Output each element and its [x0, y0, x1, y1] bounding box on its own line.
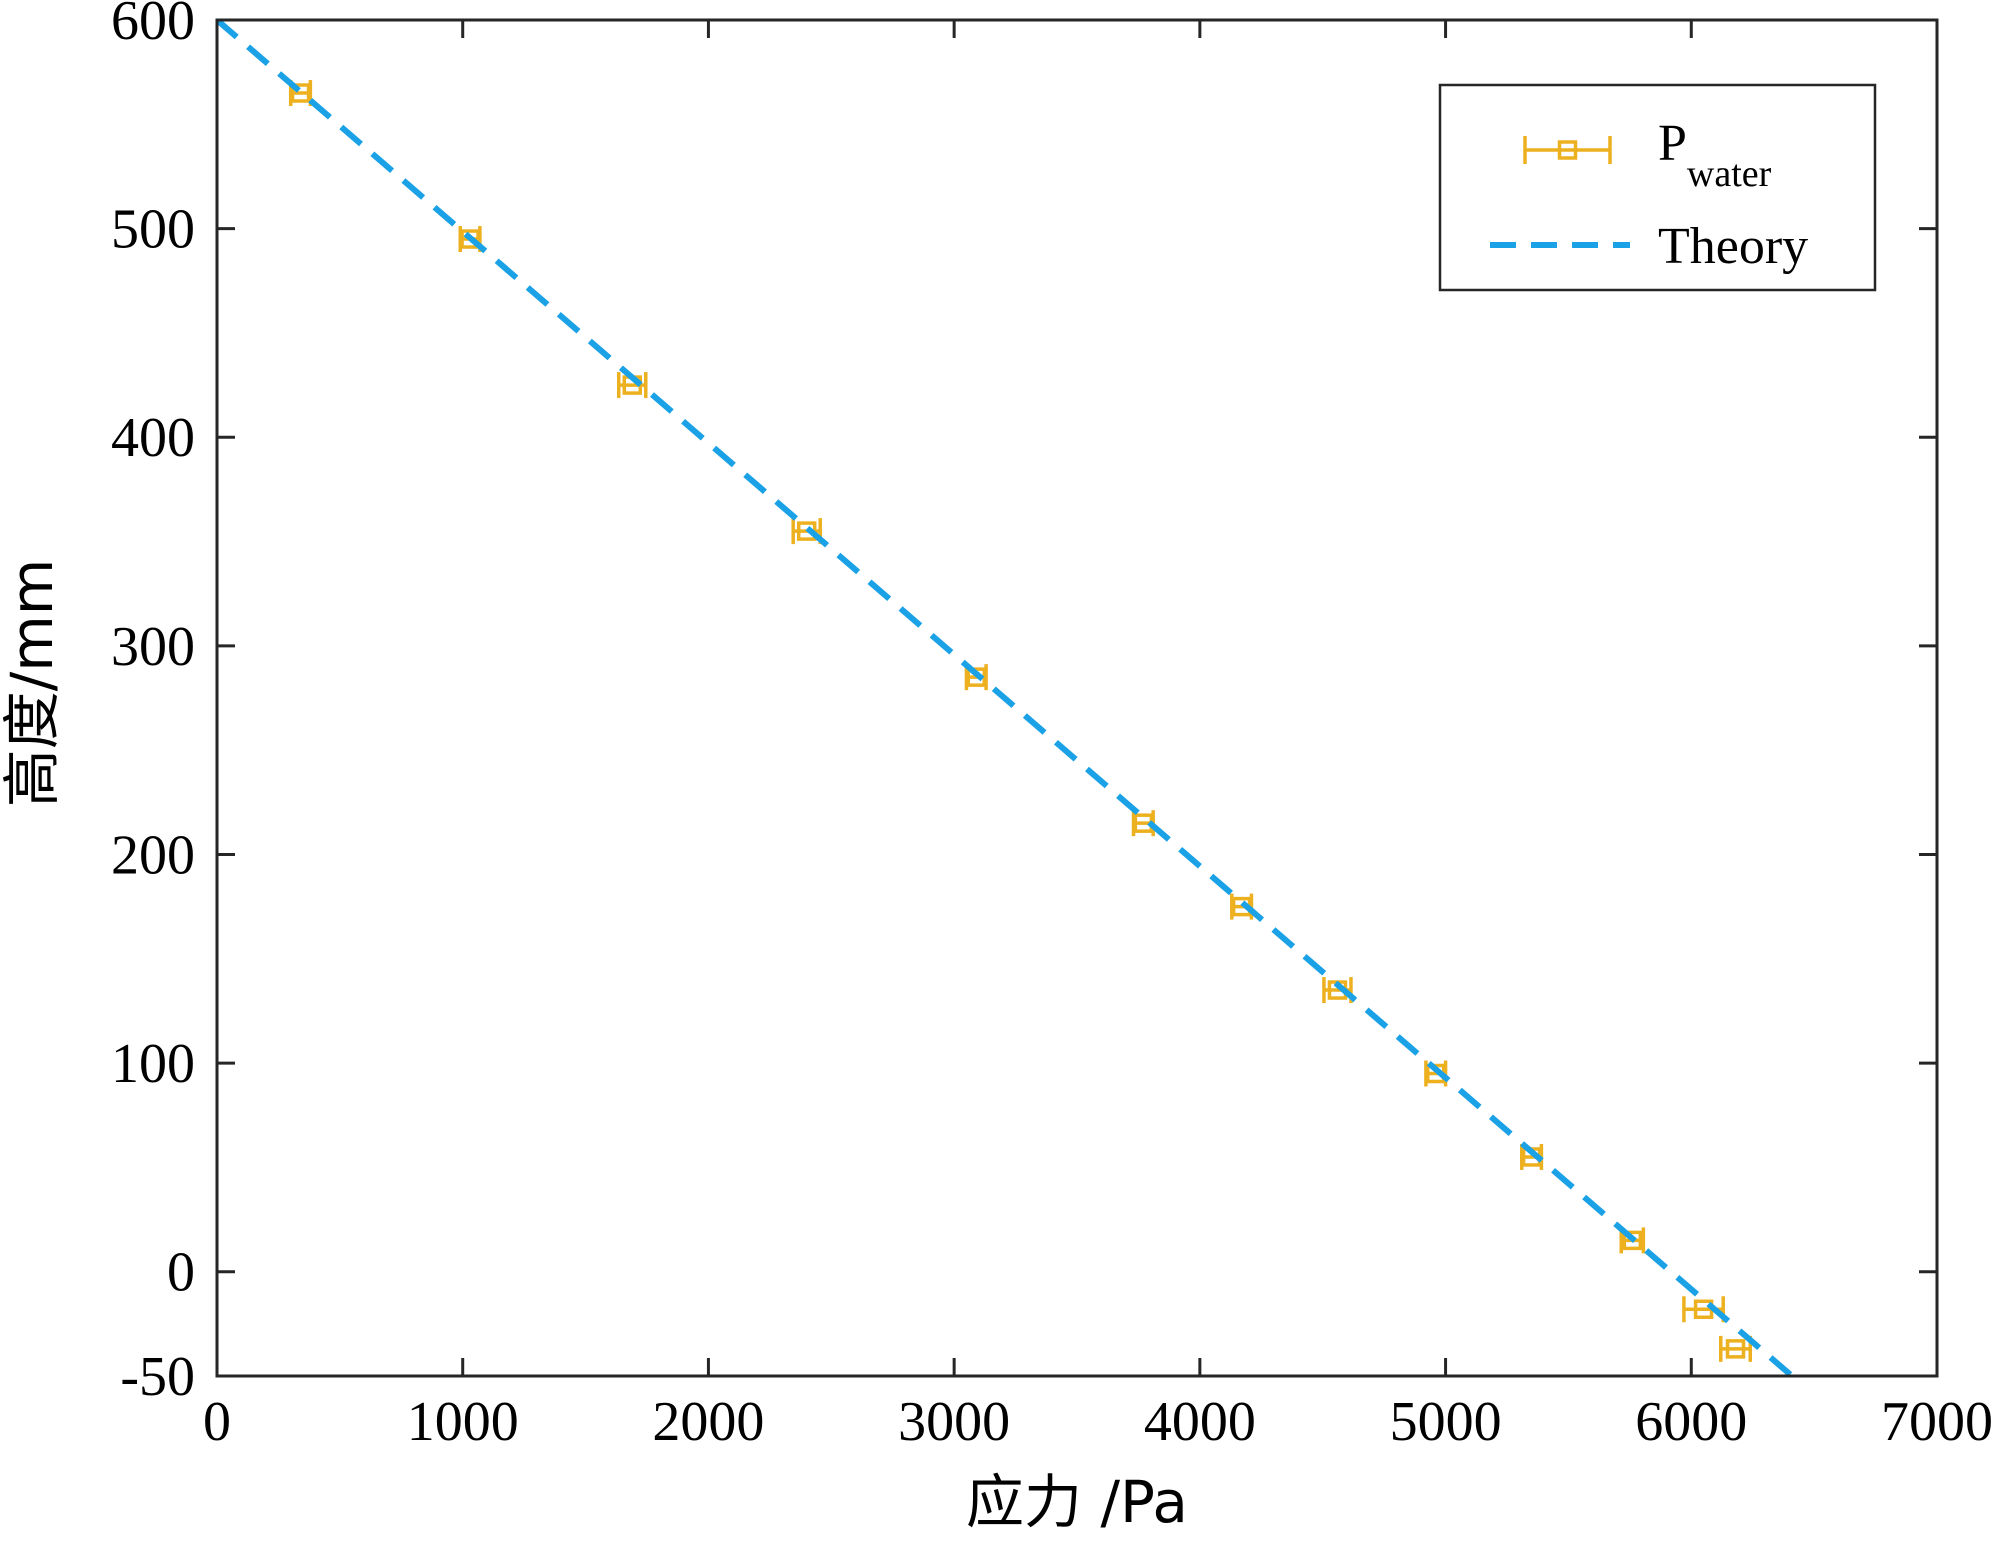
square-marker — [1622, 1230, 1643, 1251]
y-tick-label: 600 — [111, 0, 195, 52]
y-tick-label: 300 — [111, 616, 195, 678]
y-tick-label: 200 — [111, 824, 195, 886]
x-tick-label: 3000 — [898, 1391, 1010, 1453]
square-marker — [1725, 1339, 1746, 1359]
data-point — [458, 226, 482, 253]
legend-label-pwater: Pwater — [1658, 115, 1772, 195]
legend-box — [1438, 83, 1877, 292]
y-tick-label: 100 — [111, 1033, 195, 1095]
x-axis-title: 应力 /Pa — [966, 1468, 1188, 1536]
x-tick-label: 7000 — [1881, 1391, 1993, 1453]
theory-line — [217, 20, 1794, 1376]
legend-label-subscript: water — [1687, 153, 1772, 195]
plot-content — [217, 20, 1794, 1376]
y-tick-label: -50 — [120, 1346, 195, 1408]
tick-labels: 0 1000 2000 3000 4000 5000 6000 7000-5001002003… — [111, 0, 1993, 1453]
x-tick-label: 2000 — [652, 1391, 764, 1453]
tick-marks — [215, 18, 1939, 1378]
y-tick-label: 0 — [167, 1242, 195, 1304]
x-tick-label: 1000 — [407, 1391, 519, 1453]
legend: Pwater Theory — [1438, 83, 1877, 292]
square-marker — [460, 229, 480, 249]
y-axis-title: 高度/mm — [0, 559, 66, 808]
y-tick-label: 400 — [111, 407, 195, 469]
legend-label-main: P — [1658, 115, 1687, 172]
axes-frame — [215, 18, 1939, 1378]
x-tick-label: 0 — [203, 1391, 231, 1453]
square-marker — [966, 667, 987, 687]
x-tick-label: 5000 — [1390, 1391, 1502, 1453]
legend-label-theory: Theory — [1658, 218, 1808, 275]
x-tick-label: 6000 — [1635, 1391, 1747, 1453]
x-tick-label: 4000 — [1144, 1391, 1256, 1453]
square-marker — [290, 83, 311, 103]
y-tick-label: 500 — [111, 199, 195, 261]
legend-square-marker — [1557, 140, 1578, 160]
